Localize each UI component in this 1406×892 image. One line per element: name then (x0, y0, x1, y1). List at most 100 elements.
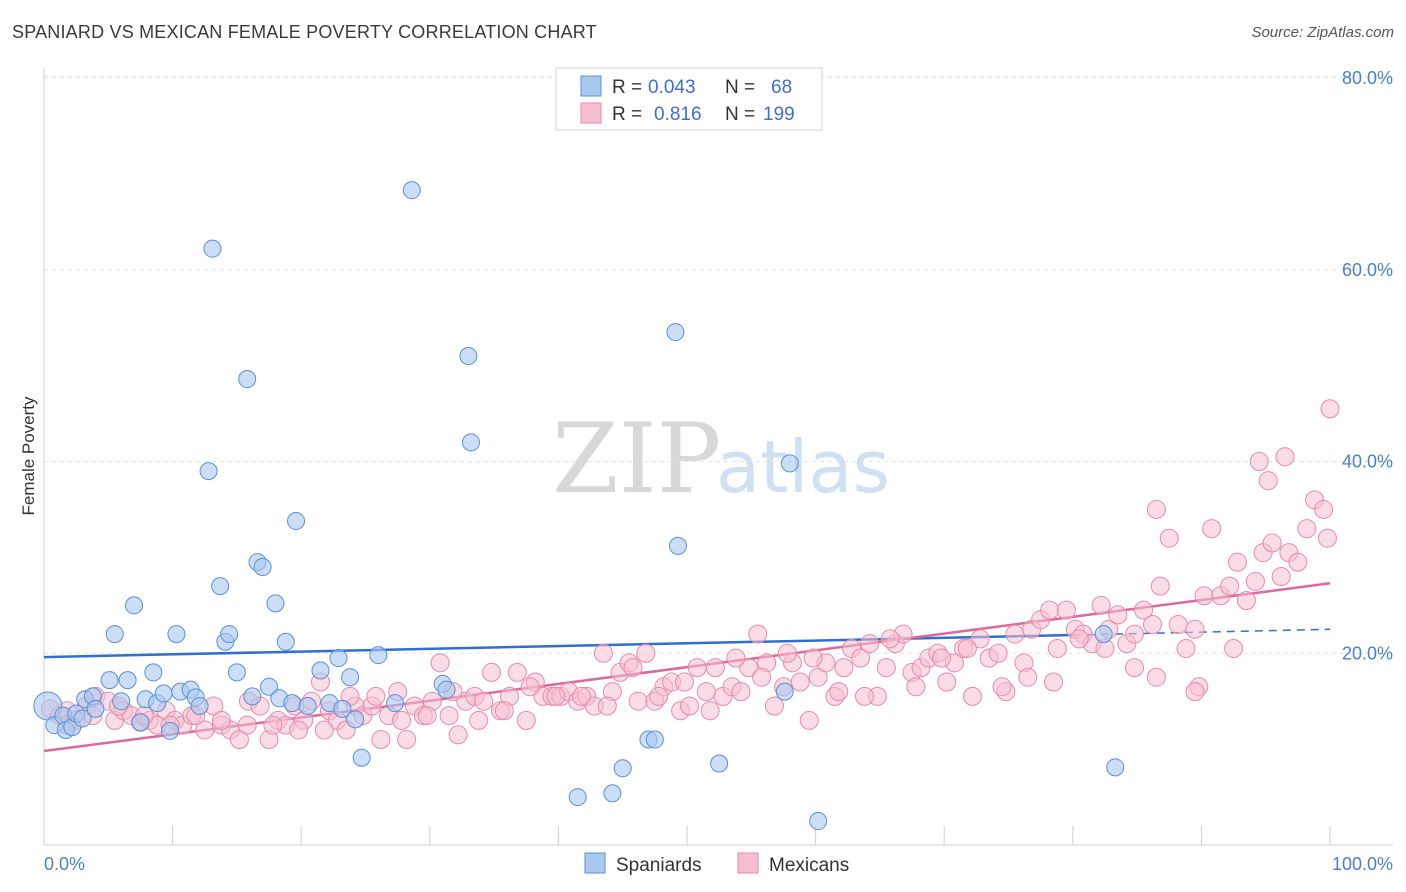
mexicans-point-115 (1040, 600, 1060, 620)
mexicans-point-128 (1150, 576, 1170, 596)
mexicans-point-54 (516, 710, 536, 730)
spaniards-point-6 (73, 709, 92, 728)
spaniards-point-47 (341, 668, 360, 687)
mexicans-point-170 (726, 648, 746, 668)
spaniards-point-59 (613, 759, 632, 778)
mexicans-point-172 (674, 672, 694, 692)
mexicans-point-142 (1271, 567, 1291, 587)
mexicans-point-198 (1185, 682, 1205, 702)
mexicans-point-183 (392, 710, 412, 730)
spaniards-point-26 (199, 462, 218, 481)
y-tick-label-40: 40.0% (1342, 452, 1393, 472)
mexicans-point-199 (1146, 499, 1166, 519)
spaniards-point-67 (809, 812, 828, 831)
spaniards-point-41 (287, 511, 306, 530)
mexicans-point-123 (1108, 605, 1128, 625)
spaniards-point-36 (260, 677, 279, 696)
mexicans-point-131 (1176, 638, 1196, 658)
spaniards-point-35 (253, 557, 272, 576)
spaniards-point-45 (329, 649, 348, 668)
mexicans-point-148 (1317, 528, 1337, 548)
y-tick-label-60: 60.0% (1342, 260, 1393, 280)
mexicans-point-125 (1125, 624, 1145, 644)
mexicans-point-190 (211, 710, 231, 730)
spaniards-point-49 (352, 748, 371, 767)
mexicans-point-137 (1227, 552, 1247, 572)
spaniards-point-42 (298, 696, 317, 715)
spaniards-point-20 (161, 721, 180, 740)
mexicans-point-154 (1146, 667, 1166, 687)
spaniards-point-30 (220, 625, 239, 644)
mexicans-point-127 (1143, 614, 1163, 634)
mexicans-point-168 (777, 643, 797, 663)
mexicans-point-152 (1224, 638, 1244, 658)
mexicans-point-75 (696, 682, 716, 702)
spaniards-point-46 (333, 699, 352, 718)
watermark-atlas: atlas (716, 425, 890, 509)
spaniards-point-68 (1094, 625, 1113, 644)
mexicans-point-138 (1236, 591, 1256, 611)
mexicans-point-68 (636, 643, 656, 663)
mexicans-point-161 (957, 638, 977, 658)
mexicans-point-129 (1159, 528, 1179, 548)
mexicans-point-121 (1091, 595, 1111, 615)
legend-bottom-label-mexicans: Mexicans (769, 855, 849, 876)
mexicans-point-132 (1185, 619, 1205, 639)
mexicans-point-79 (731, 682, 751, 702)
spaniards-point-40 (283, 694, 302, 713)
spaniards-points (33, 181, 1125, 831)
mexicans-point-157 (1069, 629, 1089, 649)
mexicans-point-106 (962, 686, 982, 706)
spaniards-point-51 (386, 694, 405, 713)
spaniards-point-57 (568, 788, 587, 807)
mexicans-point-117 (1056, 600, 1076, 620)
mexicans-point-53 (507, 662, 527, 682)
mexicans-point-169 (752, 667, 772, 687)
mexicans-point-67 (628, 691, 648, 711)
mexicans-point-179 (494, 701, 514, 721)
mexicans-point-189 (237, 715, 257, 735)
mexicans-point-150 (1275, 447, 1295, 467)
gridlines (44, 75, 1393, 654)
mexicans-point-141 (1262, 533, 1282, 553)
mexicans-point-134 (1202, 519, 1222, 539)
spaniards-point-56 (461, 433, 480, 452)
spaniards-point-39 (276, 632, 295, 651)
legend-r-value-2: 0.816 (654, 104, 702, 125)
mexicans-point-116 (1047, 638, 1067, 658)
mexicans-point-45 (439, 706, 459, 726)
legend-bottom: Spaniards Mexicans (584, 852, 849, 876)
mexicans-point-197 (1249, 452, 1269, 471)
chart-title: SPANIARD VS MEXICAN FEMALE POVERTY CORRE… (12, 22, 597, 42)
spaniards-point-63 (668, 536, 687, 555)
mexicans-point-158 (1044, 672, 1064, 692)
legend-swatch-spaniards (580, 75, 602, 97)
spaniards-point-55 (459, 347, 478, 366)
legend-r-label-1: R = (612, 77, 642, 98)
spaniards-point-10 (100, 671, 119, 690)
mexicans-point-162 (932, 648, 952, 668)
legend-r-value-1: 0.043 (648, 77, 696, 98)
mexicans-point-151 (1258, 471, 1278, 491)
mexicans-point-178 (520, 677, 540, 697)
spaniards-point-62 (666, 323, 685, 342)
mexicans-point-80 (739, 658, 759, 678)
mexicans-point-49 (474, 691, 494, 711)
mexicans-point-187 (289, 720, 309, 740)
mexicans-point-133 (1194, 586, 1214, 606)
spaniards-point-25 (190, 696, 209, 715)
mexicans-point-167 (803, 648, 823, 668)
mexicans-point-182 (417, 706, 437, 726)
mexicans-point-184 (366, 686, 386, 706)
mexicans-point-46 (448, 725, 468, 745)
mexicans-point-165 (854, 686, 874, 706)
mexicans-point-109 (988, 643, 1008, 663)
spaniards-point-43 (311, 661, 330, 680)
watermark-zip: ZIP (552, 403, 721, 515)
spaniards-point-50 (369, 646, 388, 665)
mexicans-point-176 (572, 686, 592, 706)
mexicans-point-166 (829, 682, 849, 702)
mexicans-point-177 (546, 686, 566, 706)
mexicans-point-40 (397, 730, 417, 750)
